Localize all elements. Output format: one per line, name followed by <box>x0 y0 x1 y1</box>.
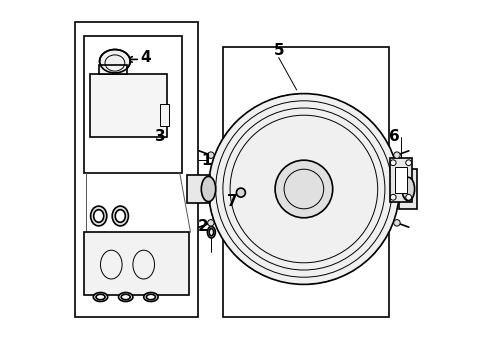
Circle shape <box>405 160 411 166</box>
Bar <box>99 65 127 74</box>
Circle shape <box>275 160 332 218</box>
Ellipse shape <box>207 226 215 238</box>
Ellipse shape <box>236 188 245 197</box>
Circle shape <box>389 194 395 200</box>
Ellipse shape <box>393 152 399 158</box>
Ellipse shape <box>112 206 128 226</box>
Circle shape <box>389 160 395 166</box>
Ellipse shape <box>393 220 399 226</box>
Bar <box>84 232 188 295</box>
Bar <box>160 104 168 126</box>
Bar <box>89 74 167 137</box>
Bar <box>186 175 210 203</box>
Ellipse shape <box>401 177 414 201</box>
Ellipse shape <box>146 294 155 300</box>
Text: 2: 2 <box>197 219 208 234</box>
Ellipse shape <box>209 229 213 236</box>
Bar <box>75 22 197 317</box>
Ellipse shape <box>93 292 107 302</box>
Bar <box>394 167 406 193</box>
Ellipse shape <box>118 292 133 302</box>
Ellipse shape <box>143 292 158 302</box>
Ellipse shape <box>207 152 214 158</box>
Bar <box>84 36 181 173</box>
Circle shape <box>208 94 399 284</box>
Text: 3: 3 <box>154 129 165 144</box>
Bar <box>223 47 387 317</box>
Ellipse shape <box>90 206 106 226</box>
Text: 5: 5 <box>273 43 284 58</box>
Text: 7: 7 <box>226 194 237 209</box>
Ellipse shape <box>94 210 103 222</box>
Ellipse shape <box>121 294 130 300</box>
Ellipse shape <box>115 210 125 222</box>
Circle shape <box>405 194 411 200</box>
Text: 4: 4 <box>140 50 150 65</box>
Ellipse shape <box>100 50 130 73</box>
Bar <box>389 158 411 202</box>
Ellipse shape <box>201 176 215 202</box>
Text: 1: 1 <box>201 153 211 168</box>
Ellipse shape <box>207 220 214 226</box>
Text: 6: 6 <box>388 129 399 144</box>
Bar <box>399 169 416 209</box>
Ellipse shape <box>96 294 105 300</box>
